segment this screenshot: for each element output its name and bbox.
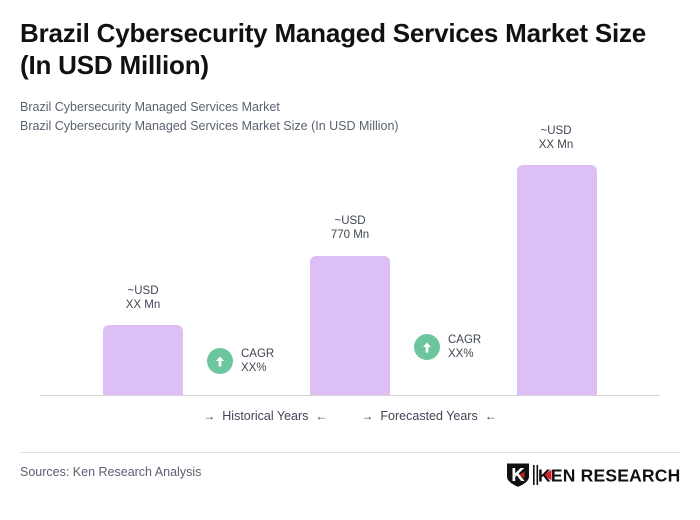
bar-label-current: ~USD 770 Mn: [290, 214, 410, 243]
cagr-badge-forecast: CAGR XX%: [414, 333, 481, 362]
chart-subtitle: Brazil Cybersecurity Managed Services Ma…: [20, 98, 399, 136]
bar-label-current-line1: ~USD: [334, 215, 366, 227]
ken-research-logo: KEN RESEARCH KEN RESEARCH: [505, 462, 680, 488]
cagr-label-forecast: CAGR: [448, 334, 482, 346]
chart-subtitle-line-2: Brazil Cybersecurity Managed Services Ma…: [20, 119, 399, 133]
cagr-badge-historical: CAGR XX%: [207, 347, 274, 376]
bar-current[interactable]: [310, 256, 390, 396]
cagr-text-forecast: CAGR XX%: [448, 333, 481, 362]
legend-label-historical-years: Historical Years: [222, 409, 309, 423]
arrow-right-icon: →: [203, 409, 216, 423]
svg-text:KEN RESEARCH: KEN RESEARCH: [538, 466, 680, 486]
chart-plot-area: ~USD XX Mn ~USD 770 Mn ~USD XX Mn CAGR X…: [40, 124, 660, 396]
chart-legend: → Historical Years ← → Forecasted Years …: [40, 409, 660, 423]
bar-label-historical-line1: ~USD: [127, 285, 159, 297]
arrow-right-icon: →: [361, 409, 374, 423]
bar-historical[interactable]: [103, 325, 183, 396]
bar-forecast[interactable]: [517, 165, 597, 396]
page-title: Brazil Cybersecurity Managed Services Ma…: [20, 18, 647, 80]
bar-group: [103, 165, 597, 396]
bar-label-forecast-line1: ~USD: [540, 125, 572, 137]
legend-item-forecasted-years: → Forecasted Years ←: [361, 409, 496, 423]
arrow-up-icon: [414, 334, 440, 361]
x-axis-line: [40, 395, 660, 396]
cagr-value-forecast: XX%: [448, 348, 474, 361]
bar-label-historical-line2: XX Mn: [125, 299, 161, 312]
bar-label-forecast-line2: XX Mn: [538, 139, 574, 152]
arrow-left-icon: ←: [484, 409, 497, 423]
legend-item-historical-years: → Historical Years ←: [203, 409, 327, 423]
legend-label-forecasted-years: Forecasted Years: [380, 409, 478, 423]
bar-label-historical: ~USD XX Mn: [83, 284, 203, 313]
arrow-up-icon: [207, 348, 233, 375]
ken-research-logo-mark: KEN RESEARCH: [507, 463, 680, 487]
sources-text: Sources: Ken Research Analysis: [20, 465, 202, 479]
bar-label-forecast: ~USD XX Mn: [496, 124, 616, 153]
bar-label-current-line2: 770 Mn: [330, 229, 370, 242]
chart-subtitle-line-1: Brazil Cybersecurity Managed Services Ma…: [20, 100, 280, 114]
footer-divider: [20, 452, 680, 453]
arrow-left-icon: ←: [315, 409, 328, 423]
cagr-value-historical: XX%: [241, 362, 267, 375]
cagr-label-historical: CAGR: [241, 348, 275, 360]
cagr-text-historical: CAGR XX%: [241, 347, 274, 376]
